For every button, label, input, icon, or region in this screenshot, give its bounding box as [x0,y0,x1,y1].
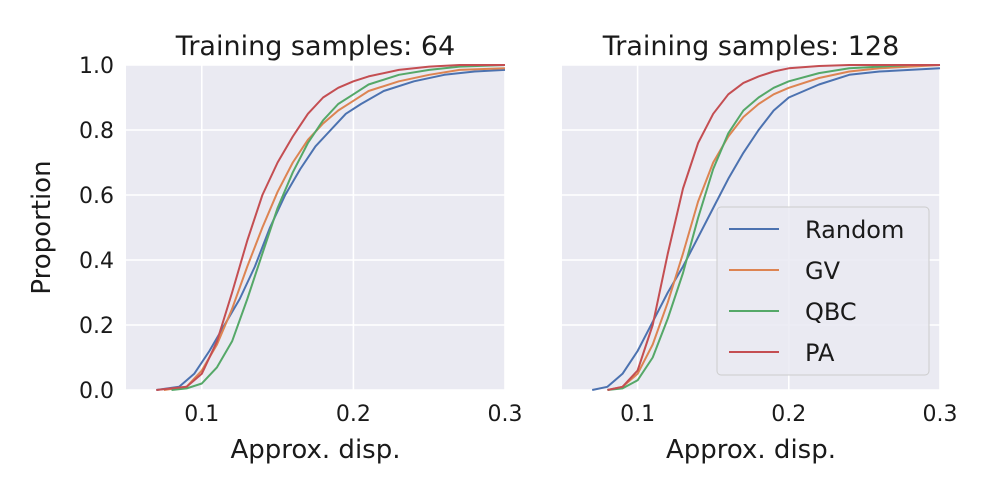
x-tick-label: 0.2 [336,402,371,427]
series-line-random [156,68,506,391]
x-tick-label: 0.3 [923,402,958,427]
legend: Random GV QBC PA [716,206,930,376]
series-line-random [591,67,941,391]
series-line-qbc [607,64,940,391]
legend-label-random: Random [805,216,904,244]
x-tick-label: 0.1 [184,402,219,427]
series-line-gv [607,64,941,391]
legend-box [716,206,930,376]
y-tick-label: 0.6 [79,184,114,209]
y-tick-label: 0.4 [79,249,114,274]
series-line-pa [607,64,940,391]
y-axis-label: Proportion [27,160,57,294]
y-tick-label: 1.0 [79,54,114,79]
y-tick-label: 0.8 [79,119,114,144]
chart-title: Training samples: 128 [602,31,900,62]
plot-background [126,65,505,390]
y-tick-label: 0.0 [79,379,114,404]
legend-label-gv: GV [805,257,841,285]
y-tick-label: 0.2 [79,314,114,339]
series-line-qbc [171,64,506,391]
chart-panel-training-64: 0.1 0.2 0.3 0.0 0.2 0.4 0.6 0.8 1.0 Training samp… [27,31,523,465]
x-tick-label: 0.3 [488,402,523,427]
x-axis-label: Approx. disp. [666,435,836,465]
x-axis-label: Approx. disp. [231,435,401,465]
x-tick-label: 0.1 [620,402,655,427]
x-tick-label: 0.2 [771,402,806,427]
series-line-pa [156,64,505,391]
legend-label-pa: PA [805,339,835,367]
legend-label-qbc: QBC [805,298,857,326]
chart-title: Training samples: 64 [175,31,455,62]
chart-panel-training-128: 0.1 0.2 0.3 Training samples: 128 Approx. di… [562,31,958,465]
